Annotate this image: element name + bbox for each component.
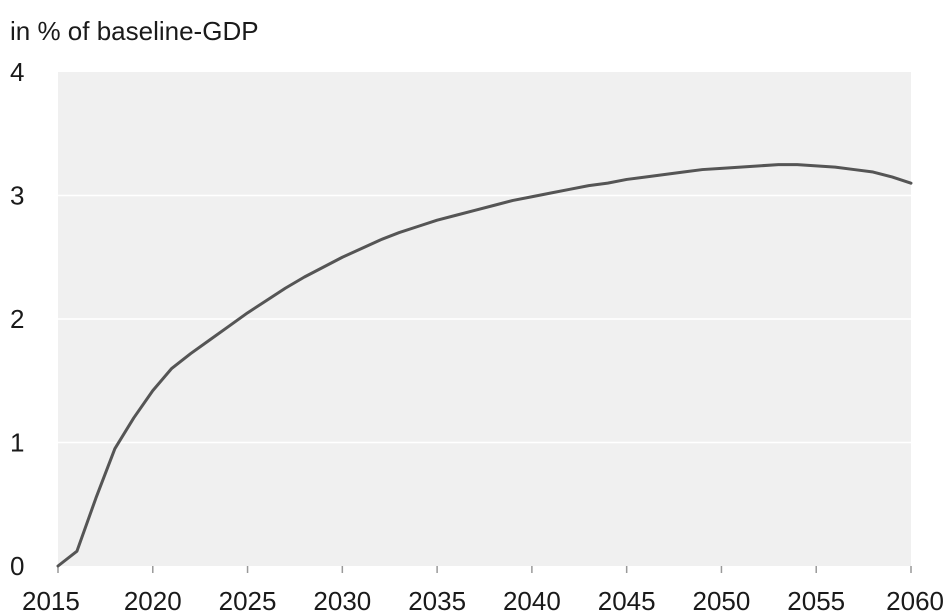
y-tick-label: 2 [10, 304, 24, 334]
x-axis-tick-labels: 2015 2020 2025 2030 2035 2040 2045 2050 2055 2060 [22, 586, 944, 616]
x-tick-label: 2025 [219, 586, 277, 616]
x-tick-label: 2035 [408, 586, 466, 616]
x-tick-label: 2045 [598, 586, 656, 616]
x-tick-label: 2050 [693, 586, 751, 616]
x-tick-label: 2060 [886, 586, 944, 616]
y-tick-label: 0 [10, 551, 24, 581]
x-tick-label: 2030 [313, 586, 371, 616]
x-tick-label: 2055 [787, 586, 845, 616]
y-tick-label: 4 [10, 57, 24, 87]
x-tick-label: 2040 [503, 586, 561, 616]
x-tick-label: 2015 [22, 586, 80, 616]
y-axis-title: in % of baseline-GDP [10, 16, 259, 46]
series-line [56, 163, 913, 568]
gridlines [58, 194, 911, 444]
x-tick-label: 2020 [124, 586, 182, 616]
y-axis-tick-labels: 0 1 2 3 4 [10, 57, 24, 581]
x-axis-ticks [57, 566, 912, 573]
y-tick-label: 1 [10, 428, 24, 458]
y-tick-label: 3 [10, 181, 24, 211]
